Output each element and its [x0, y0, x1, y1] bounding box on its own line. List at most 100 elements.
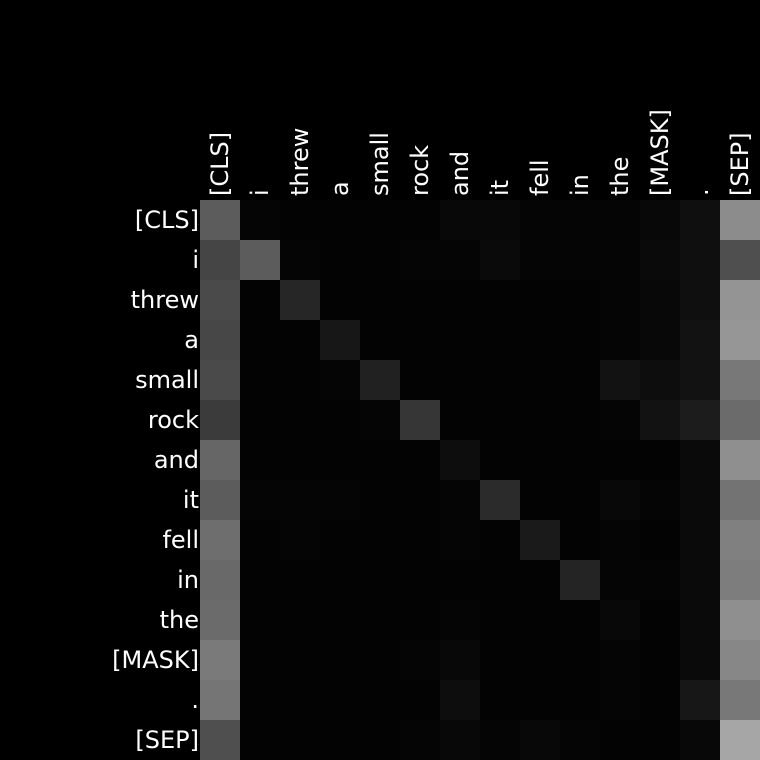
- heatmap-cell-6-13: [720, 440, 760, 480]
- heatmap-cell-13-9: [560, 720, 600, 760]
- heatmap-cell-11-2: [280, 640, 320, 680]
- heatmap-cell-12-8: [520, 680, 560, 720]
- heatmap-cell-0-7: [480, 200, 520, 240]
- heatmap-cell-4-4: [360, 360, 400, 400]
- heatmap-cell-13-8: [520, 720, 560, 760]
- heatmap-cell-3-3: [320, 320, 360, 360]
- heatmap-cell-5-11: [640, 400, 680, 440]
- x-tick-label: [CLS]: [206, 132, 234, 196]
- heatmap-cell-9-6: [440, 560, 480, 600]
- y-tick-label: the: [160, 606, 199, 634]
- x-tick-label: i: [246, 189, 274, 196]
- heatmap-cell-7-1: [240, 480, 280, 520]
- heatmap-cell-13-1: [240, 720, 280, 760]
- heatmap-cell-13-4: [360, 720, 400, 760]
- heatmap-cell-11-11: [640, 640, 680, 680]
- heatmap-cells: [200, 200, 760, 760]
- heatmap-cell-4-5: [400, 360, 440, 400]
- heatmap-cell-10-13: [720, 600, 760, 640]
- heatmap-cell-0-12: [680, 200, 720, 240]
- heatmap-cell-7-8: [520, 480, 560, 520]
- heatmap-cell-12-0: [200, 680, 240, 720]
- heatmap-cell-4-12: [680, 360, 720, 400]
- heatmap-cell-7-9: [560, 480, 600, 520]
- x-tick-label: rock: [406, 145, 434, 196]
- heatmap-cell-2-0: [200, 280, 240, 320]
- heatmap-cell-2-7: [480, 280, 520, 320]
- heatmap-cell-8-7: [480, 520, 520, 560]
- heatmap-cell-8-3: [320, 520, 360, 560]
- y-tick-label: a: [184, 326, 199, 354]
- heatmap-cell-3-9: [560, 320, 600, 360]
- heatmap-cell-12-7: [480, 680, 520, 720]
- heatmap-cell-5-4: [360, 400, 400, 440]
- heatmap-cell-7-6: [440, 480, 480, 520]
- heatmap-cell-7-10: [600, 480, 640, 520]
- heatmap-cell-1-8: [520, 240, 560, 280]
- heatmap-cell-12-13: [720, 680, 760, 720]
- heatmap-cell-6-10: [600, 440, 640, 480]
- heatmap-cell-5-6: [440, 400, 480, 440]
- heatmap-cell-8-4: [360, 520, 400, 560]
- heatmap-cell-1-2: [280, 240, 320, 280]
- y-tick-label: [MASK]: [112, 646, 199, 674]
- heatmap-cell-8-8: [520, 520, 560, 560]
- x-tick-label: .: [686, 188, 714, 196]
- heatmap-cell-9-10: [600, 560, 640, 600]
- heatmap-cell-8-6: [440, 520, 480, 560]
- heatmap-cell-13-11: [640, 720, 680, 760]
- heatmap-cell-0-2: [280, 200, 320, 240]
- heatmap-cell-7-12: [680, 480, 720, 520]
- heatmap-cell-6-1: [240, 440, 280, 480]
- heatmap-cell-3-4: [360, 320, 400, 360]
- heatmap-cell-11-5: [400, 640, 440, 680]
- heatmap-cell-7-5: [400, 480, 440, 520]
- y-tick-label: .: [191, 686, 199, 714]
- y-tick-label: i: [192, 246, 199, 274]
- heatmap-cell-4-9: [560, 360, 600, 400]
- heatmap-cell-8-0: [200, 520, 240, 560]
- heatmap-cell-4-7: [480, 360, 520, 400]
- heatmap-cell-4-2: [280, 360, 320, 400]
- heatmap-cell-13-7: [480, 720, 520, 760]
- heatmap-cell-13-10: [600, 720, 640, 760]
- heatmap-cell-1-5: [400, 240, 440, 280]
- heatmap-cell-0-9: [560, 200, 600, 240]
- heatmap-cell-9-4: [360, 560, 400, 600]
- heatmap-cell-3-13: [720, 320, 760, 360]
- heatmap-cell-3-7: [480, 320, 520, 360]
- heatmap-cell-8-13: [720, 520, 760, 560]
- heatmap-cell-8-10: [600, 520, 640, 560]
- heatmap-cell-9-8: [520, 560, 560, 600]
- heatmap-cell-12-12: [680, 680, 720, 720]
- heatmap-cell-0-0: [200, 200, 240, 240]
- heatmap-cell-12-9: [560, 680, 600, 720]
- heatmap-cell-2-3: [320, 280, 360, 320]
- heatmap-cell-13-3: [320, 720, 360, 760]
- heatmap-cell-0-1: [240, 200, 280, 240]
- heatmap-cell-1-13: [720, 240, 760, 280]
- heatmap-cell-0-6: [440, 200, 480, 240]
- heatmap-cell-9-5: [400, 560, 440, 600]
- x-tick-labels: [CLS] i threw a small rock and it fell in the [MASK…: [206, 109, 754, 196]
- heatmap-cell-13-13: [720, 720, 760, 760]
- heatmap-cell-12-4: [360, 680, 400, 720]
- heatmap-cell-6-4: [360, 440, 400, 480]
- y-tick-labels: [CLS] i threw a small rock and it fell in the [MASK…: [112, 206, 199, 754]
- heatmap-cell-3-5: [400, 320, 440, 360]
- x-tick-label: it: [486, 180, 514, 196]
- heatmap-cell-1-4: [360, 240, 400, 280]
- heatmap-cell-2-4: [360, 280, 400, 320]
- heatmap-cell-3-11: [640, 320, 680, 360]
- heatmap-cell-2-11: [640, 280, 680, 320]
- heatmap-cell-13-6: [440, 720, 480, 760]
- heatmap-cell-9-3: [320, 560, 360, 600]
- heatmap-cell-1-11: [640, 240, 680, 280]
- heatmap-cell-4-6: [440, 360, 480, 400]
- heatmap-cell-2-10: [600, 280, 640, 320]
- heatmap-cell-11-9: [560, 640, 600, 680]
- heatmap-cell-4-13: [720, 360, 760, 400]
- heatmap-cell-10-9: [560, 600, 600, 640]
- heatmap-cell-4-11: [640, 360, 680, 400]
- heatmap-cell-6-2: [280, 440, 320, 480]
